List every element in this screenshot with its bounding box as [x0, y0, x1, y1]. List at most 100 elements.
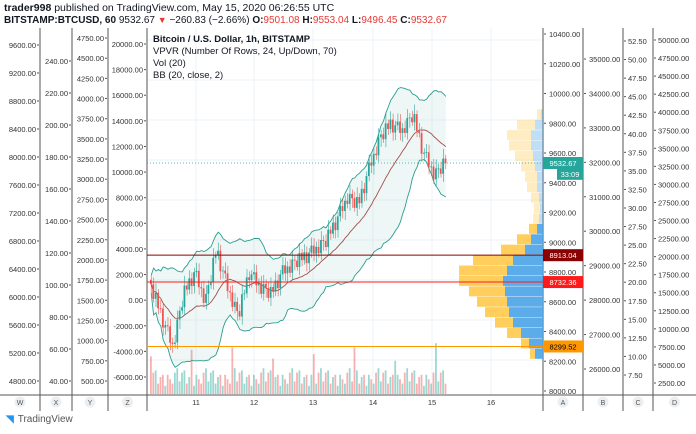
volume-bar	[329, 383, 332, 394]
axis-label: D	[672, 400, 677, 407]
volume-bar	[264, 381, 267, 394]
volume-bar	[389, 377, 392, 394]
axis-A[interactable]: 10400.00 10200.00 10000.00 9800.00 9600.00 94…	[542, 28, 580, 411]
axis-label-badge[interactable]	[84, 396, 96, 408]
axis-tick-label: 6000.00	[9, 293, 36, 302]
volume-bar	[181, 372, 183, 394]
axis-tick-label: 25000.00	[658, 217, 689, 226]
volume-bar	[188, 377, 191, 394]
candle-body	[284, 265, 286, 274]
axis-label-badge[interactable]	[557, 396, 569, 408]
volume-bar	[423, 385, 425, 394]
axis-tick-label: 40.00	[628, 130, 647, 139]
axis-Y[interactable]: 4750.00 4500.00 4250.00 4000.00 3750.00 3500.…	[77, 28, 109, 411]
volume-bar	[399, 379, 401, 394]
axis-label-badge[interactable]	[632, 396, 644, 408]
legend-vol[interactable]: Vol (20)	[153, 58, 186, 69]
axis-B[interactable]: 35000.00 34000.00 33000.00 32000.00 31000.00…	[582, 28, 620, 411]
brand-name: TradingView	[17, 414, 73, 425]
volume-bar	[243, 383, 246, 394]
axis-label-badge[interactable]	[669, 396, 680, 408]
volume-bar	[229, 383, 231, 394]
candle-body	[442, 158, 445, 174]
axis-tick-label: 8400.00	[549, 328, 576, 337]
axis-tick-label: 15000.00	[658, 289, 689, 298]
axis-tick-label: 7500.00	[658, 343, 685, 352]
candle-body	[370, 162, 373, 166]
tradingview-logo[interactable]: ◥ TradingView	[6, 414, 73, 425]
candle-body	[212, 257, 215, 282]
axis-tick-label: 4250.00	[77, 74, 104, 83]
candle-body	[154, 292, 157, 299]
candle-body	[430, 166, 433, 168]
legend-vpvr[interactable]: VPVR (Number Of Rows, 24, Up/Down, 70)	[153, 46, 337, 57]
candle-body	[252, 272, 255, 275]
volume-bar	[394, 360, 397, 394]
date-label: 16	[487, 398, 495, 407]
candle-body	[296, 260, 298, 268]
axis-X[interactable]: 240.00 220.00 200.00 180.00 160.00 140.00 120.…	[45, 28, 73, 411]
axis-tick-label: 35.00	[628, 167, 647, 176]
volume-bar	[437, 381, 440, 394]
axis-tick-label: 42500.00	[658, 90, 689, 99]
volume-bar	[425, 374, 428, 394]
axis-tick-label: 9200.00	[9, 69, 36, 78]
vpvr-up-bar	[507, 296, 543, 307]
volume-bar	[236, 381, 239, 394]
price-label-badge	[557, 167, 583, 180]
axis-tick-label: 9600.00	[9, 41, 36, 50]
candle-body	[164, 325, 167, 328]
volume-bar	[360, 377, 363, 394]
axis-C[interactable]: 52.50 50.00 47.50 45.00 42.50 40.00 37.50 35.00…	[622, 28, 647, 411]
axis-tick-label: 7600.00	[9, 181, 36, 190]
axis-tick-label: 40.00	[49, 377, 68, 386]
axis-label: C	[635, 400, 640, 407]
candle-body	[425, 152, 428, 153]
axis-tick-label: 10000.00	[112, 168, 143, 177]
axis-label-badge[interactable]	[597, 396, 609, 408]
open-label: O:	[252, 15, 264, 26]
candle-body	[221, 270, 224, 272]
axis-label-badge[interactable]	[122, 396, 133, 408]
axis-label-badge[interactable]	[14, 396, 26, 408]
vpvr-up-bar	[525, 244, 543, 255]
candle-body	[355, 197, 358, 208]
volume-bar	[372, 383, 375, 394]
volume-bar	[408, 381, 411, 394]
candle-body	[214, 255, 217, 258]
axis-label: A	[561, 400, 566, 407]
axis-tick-label: 30000.00	[658, 180, 689, 189]
axis-W[interactable]: 9600.00 9200.00 8800.00 8400.00 8000.00 7600.…	[9, 28, 41, 411]
down-arrow-icon: ▼	[157, 15, 167, 25]
axis-D[interactable]: 50000.00 47500.00 45000.00 42500.00 40000.00…	[652, 28, 689, 411]
date-label: 14	[369, 398, 377, 407]
axis-tick-label: 2500.00	[658, 379, 685, 388]
close-value: 9532.67	[410, 15, 447, 26]
vpvr-down-bar	[521, 338, 529, 349]
axis-tick-label: 33000.00	[589, 124, 620, 133]
axis-tick-label: 3500.00	[77, 135, 104, 144]
volume-bar	[272, 358, 274, 394]
candle-body	[229, 291, 231, 293]
candle-body	[346, 200, 349, 204]
username[interactable]: trader998	[4, 2, 52, 14]
candle-body	[399, 121, 401, 133]
symbol-info: BITSTAMP:BTCUSD, 60 9532.67 ▼ −260.83 (−…	[4, 15, 447, 26]
axis-label-badge[interactable]	[50, 396, 62, 408]
volume-bar	[205, 368, 207, 394]
volume-bar	[288, 372, 291, 394]
candle-body	[372, 153, 375, 166]
tv-logo-icon: ◥	[6, 414, 14, 425]
axis-Z[interactable]: 20000.00 18000.00 16000.00 14000.00 12000.00…	[112, 28, 148, 411]
axis-tick-label: 29000.00	[589, 262, 620, 271]
vpvr-up-bar	[505, 286, 543, 297]
vpvr-up-bar	[540, 203, 543, 214]
candle-body	[169, 326, 171, 343]
legend-bb[interactable]: BB (20, close, 2)	[153, 70, 224, 81]
price-label: 8732.36	[549, 278, 576, 287]
volume-bar	[197, 379, 200, 394]
vpvr-up-bar	[513, 317, 543, 328]
candle-body	[200, 287, 203, 289]
volume-bar	[334, 374, 337, 394]
